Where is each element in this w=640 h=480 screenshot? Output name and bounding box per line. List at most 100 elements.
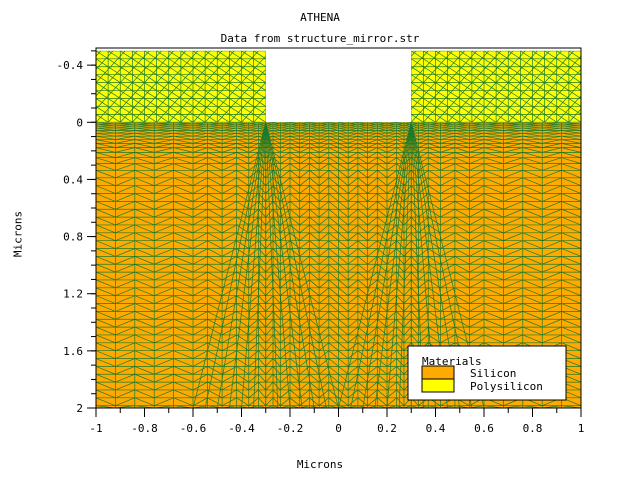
mesh-line	[221, 334, 237, 344]
mesh-line	[561, 295, 581, 304]
mesh-line	[410, 279, 419, 289]
mesh-line	[173, 287, 194, 296]
x-tick-label: -0.4	[228, 422, 255, 435]
mesh-line	[248, 342, 259, 351]
mesh-line	[192, 342, 208, 351]
mesh-line	[469, 208, 485, 218]
mesh-line	[338, 381, 349, 391]
mesh-line	[115, 279, 135, 289]
mesh-line	[347, 311, 359, 320]
mesh-line	[96, 147, 116, 153]
mesh-line	[221, 240, 237, 249]
mesh-line	[180, 50, 266, 107]
mesh-line	[483, 303, 504, 312]
mesh-line	[207, 326, 223, 336]
mesh-line	[265, 271, 274, 281]
mesh-line	[508, 50, 581, 99]
mesh-line	[258, 279, 267, 289]
mesh-line	[542, 263, 562, 273]
mesh-line	[386, 373, 397, 383]
mesh-line	[134, 122, 155, 125]
mesh-line	[418, 122, 429, 125]
mesh-line	[318, 216, 330, 226]
mesh-line	[367, 122, 378, 125]
mesh-polysilicon	[411, 50, 581, 123]
mesh-line	[299, 342, 310, 351]
mesh-line	[299, 240, 310, 249]
mesh-line	[229, 82, 266, 123]
mesh-line	[299, 132, 310, 137]
mesh-line	[280, 373, 291, 383]
mesh-line	[236, 163, 249, 171]
mesh-line	[309, 326, 320, 336]
mesh-line	[561, 157, 581, 164]
mesh-line	[522, 135, 543, 140]
mesh-polysilicon	[96, 50, 266, 123]
mesh-line	[134, 139, 155, 144]
mesh-line	[483, 208, 504, 218]
mesh-line	[248, 232, 259, 241]
mesh-line	[192, 122, 208, 125]
mesh-line	[248, 123, 259, 127]
mesh-line	[377, 263, 388, 273]
mesh-line	[309, 350, 320, 359]
mesh-line	[542, 130, 562, 134]
mesh-line	[522, 132, 543, 137]
mesh-line	[357, 248, 368, 257]
mesh-line	[192, 295, 208, 304]
mesh-line	[192, 232, 208, 241]
mesh-line	[396, 303, 405, 312]
mesh-line	[532, 68, 581, 123]
mesh-line	[377, 303, 388, 312]
mesh-line	[319, 127, 329, 131]
mesh-line	[280, 157, 291, 164]
mesh-line	[248, 130, 259, 134]
mesh-line	[207, 208, 223, 218]
mesh-line	[236, 381, 249, 391]
mesh-line	[192, 279, 208, 289]
mesh-line	[561, 130, 581, 134]
mesh-line	[377, 358, 388, 367]
mesh-line	[96, 152, 116, 159]
mesh-line	[236, 295, 249, 304]
mesh-line	[134, 132, 155, 137]
mesh-line	[221, 279, 237, 289]
mesh-line	[236, 152, 249, 159]
mesh-line	[403, 123, 412, 127]
mesh-line	[522, 185, 543, 194]
mesh-line	[299, 216, 310, 226]
mesh-line	[318, 381, 330, 391]
mesh-line	[396, 163, 405, 171]
mesh-line	[503, 318, 523, 328]
mesh-line	[265, 224, 274, 234]
mesh-line	[561, 311, 581, 320]
mesh-line	[357, 303, 368, 312]
mesh-line	[221, 157, 237, 164]
mesh-line	[328, 358, 339, 367]
mesh-line	[173, 130, 194, 134]
mesh-line	[454, 170, 470, 179]
mesh-line	[542, 303, 562, 312]
mesh-line	[347, 342, 359, 351]
mesh-line	[207, 139, 223, 144]
mesh-line	[561, 143, 581, 148]
mesh-line	[207, 143, 223, 148]
mesh-line	[522, 208, 543, 218]
mesh-line	[542, 135, 562, 140]
mesh-line	[299, 130, 310, 134]
mesh-line	[280, 125, 291, 129]
mesh-line	[347, 256, 359, 265]
mesh-line	[309, 240, 320, 249]
mesh-line	[428, 125, 441, 129]
mesh-line	[561, 201, 581, 210]
mesh-line	[328, 232, 339, 241]
mesh-line	[299, 248, 310, 257]
mesh-line	[207, 147, 223, 153]
mesh-line	[418, 279, 429, 289]
mesh-line	[469, 334, 485, 344]
mesh-line	[248, 127, 259, 131]
mesh-line	[248, 208, 259, 218]
mesh-line	[192, 123, 208, 127]
mesh-line	[265, 177, 274, 186]
mesh-line	[522, 232, 543, 241]
